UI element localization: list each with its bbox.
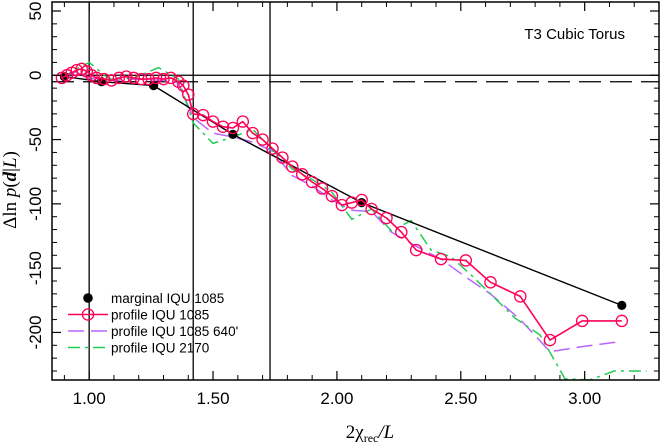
- series-3: [61, 61, 647, 380]
- legend-entry-2: profile IQU 1085 640': [68, 324, 238, 339]
- x-tick-label: 1.50: [196, 389, 229, 408]
- data-point: [70, 63, 84, 77]
- data-point: [409, 243, 423, 257]
- legend-entry-3: profile IQU 2170: [68, 341, 209, 356]
- data-point: [514, 290, 527, 303]
- data-point: [575, 314, 589, 328]
- data-point: [186, 107, 200, 121]
- data-point: [182, 88, 195, 101]
- data-point: [395, 225, 408, 239]
- legend-label: marginal IQU 1085: [111, 291, 224, 306]
- data-point: [206, 115, 220, 128]
- data-point: [617, 300, 627, 310]
- data-point: [256, 133, 269, 146]
- data-point: [149, 71, 163, 85]
- y-axis-title: Δln p(d|L): [0, 151, 21, 229]
- data-point: [434, 252, 448, 266]
- data-point: [226, 121, 240, 135]
- data-point: [325, 189, 339, 203]
- y-tick-label: -150: [26, 251, 45, 285]
- x-tick-label: 2.00: [320, 389, 353, 408]
- y-tick-label: -100: [26, 187, 45, 221]
- data-point: [164, 71, 178, 85]
- x-tick-label: 3.00: [568, 389, 601, 408]
- data-point: [484, 276, 497, 289]
- data-point: [365, 202, 378, 216]
- data-point: [216, 120, 230, 133]
- data-point: [157, 72, 170, 86]
- data-point: [295, 168, 309, 181]
- series-line-3: [61, 61, 647, 380]
- series-1: [55, 62, 629, 347]
- legend-marker: [81, 308, 95, 321]
- legend-label: profile IQU 1085: [111, 308, 209, 323]
- data-point: [228, 129, 238, 139]
- x-axis-title: 2χrec/L: [346, 422, 394, 445]
- x-axis-title-sub: rec: [364, 431, 379, 445]
- data-point: [459, 254, 473, 267]
- data-point: [305, 175, 319, 189]
- x-tick-label: 1.00: [73, 389, 106, 408]
- data-point: [236, 115, 250, 128]
- data-point: [142, 72, 155, 86]
- y-tick-label: 50: [26, 2, 45, 21]
- y-tick-label: -200: [26, 315, 45, 349]
- data-point: [355, 193, 368, 207]
- data-point: [97, 72, 111, 86]
- data-point: [112, 71, 126, 85]
- x-axis-title-main: 2χ: [346, 422, 365, 443]
- legend-entry-0: marginal IQU 1085: [83, 291, 224, 306]
- legend-marker: [83, 293, 93, 303]
- x-tick-label: 2.50: [444, 389, 477, 408]
- data-point: [276, 151, 289, 164]
- data-point: [266, 142, 279, 155]
- axis-ticks: 1.00 1.50 2.00 2.50 3.00 50 0 -50 -100 -150 -200: [26, 2, 659, 408]
- data-point: [246, 126, 259, 140]
- chart-annotation: T3 Cubic Torus: [524, 26, 625, 43]
- data-point: [127, 71, 141, 85]
- y-tick-label: 0: [26, 71, 45, 80]
- data-point: [196, 108, 210, 122]
- y-tick-label: -50: [26, 127, 45, 152]
- data-point: [380, 211, 393, 225]
- data-point: [105, 74, 118, 87]
- series-layer: [55, 61, 647, 380]
- series-line-0: [64, 75, 623, 307]
- legend-label: profile IQU 2170: [111, 341, 209, 356]
- data-point: [120, 70, 133, 83]
- legend-label: profile IQU 1085 640': [111, 324, 238, 339]
- legend-entry-1: profile IQU 1085: [68, 308, 209, 323]
- data-point: [286, 160, 299, 173]
- data-point: [615, 314, 629, 328]
- series-0: [59, 72, 627, 310]
- data-point: [315, 182, 329, 195]
- data-point: [134, 72, 148, 86]
- data-point: [543, 333, 557, 347]
- x-axis-title-tail: /L: [377, 422, 394, 443]
- data-point: [90, 71, 103, 85]
